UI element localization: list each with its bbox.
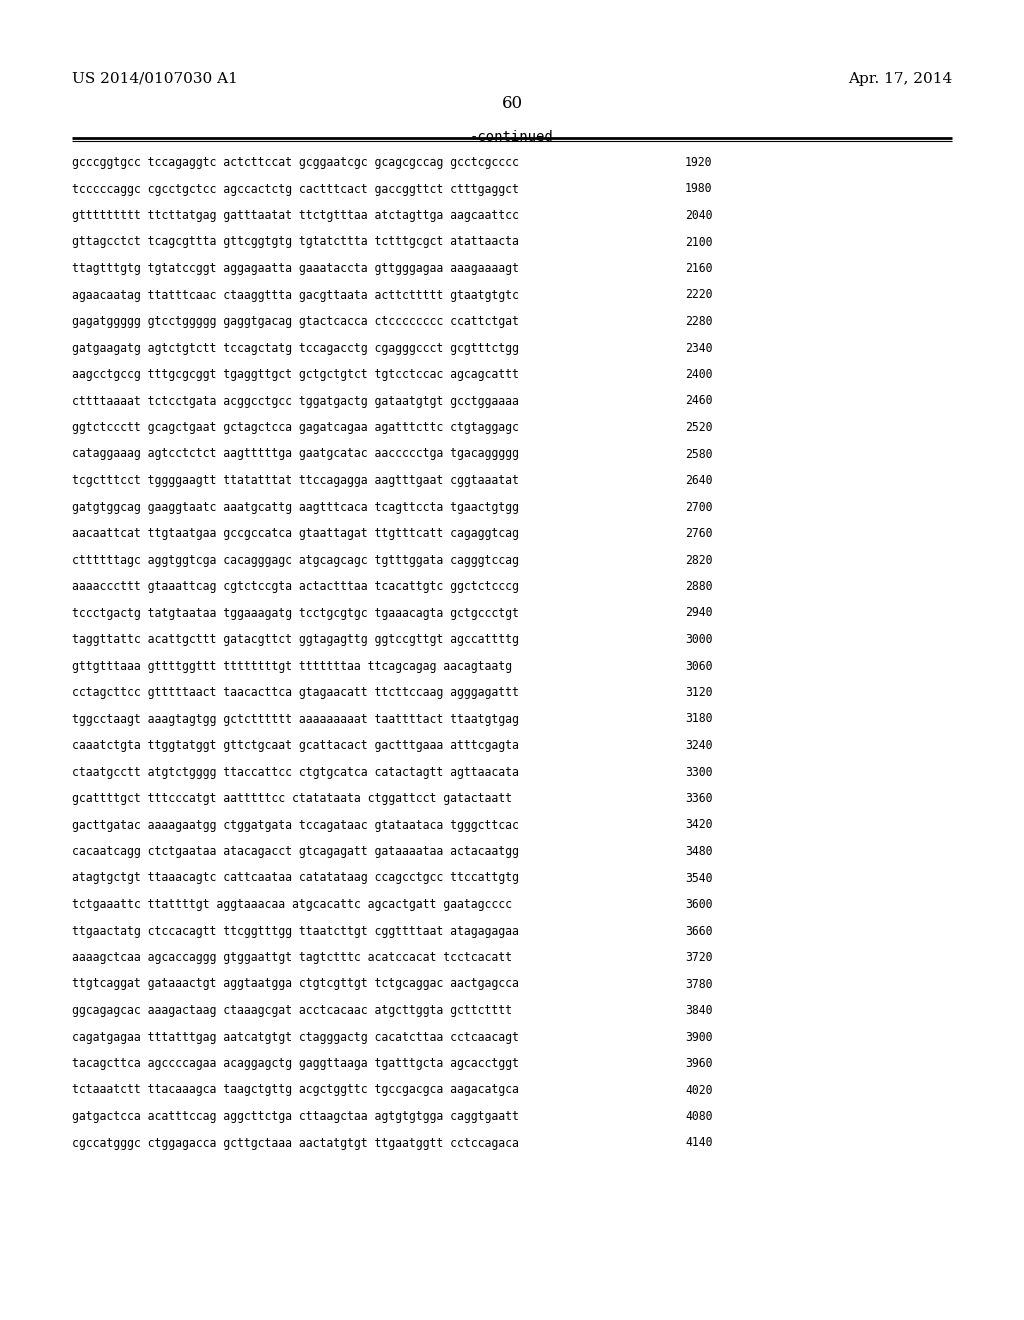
Text: 3900: 3900 [685,1031,713,1044]
Text: 4140: 4140 [685,1137,713,1150]
Text: aagcctgccg tttgcgcggt tgaggttgct gctgctgtct tgtcctccac agcagcattt: aagcctgccg tttgcgcggt tgaggttgct gctgctg… [72,368,519,381]
Text: aaaagctcaa agcaccaggg gtggaattgt tagtctttc acatccacat tcctcacatt: aaaagctcaa agcaccaggg gtggaattgt tagtctt… [72,950,512,964]
Text: gatgtggcag gaaggtaatc aaatgcattg aagtttcaca tcagttccta tgaactgtgg: gatgtggcag gaaggtaatc aaatgcattg aagtttc… [72,500,519,513]
Text: ttgaactatg ctccacagtt ttcggtttgg ttaatcttgt cggttttaat atagagagaa: ttgaactatg ctccacagtt ttcggtttgg ttaatct… [72,924,519,937]
Text: gttagcctct tcagcgttta gttcggtgtg tgtatcttta tctttgcgct atattaacta: gttagcctct tcagcgttta gttcggtgtg tgtatct… [72,235,519,248]
Text: tcgctttcct tggggaagtt ttatatttat ttccagagga aagtttgaat cggtaaatat: tcgctttcct tggggaagtt ttatatttat ttccaga… [72,474,519,487]
Text: 2580: 2580 [685,447,713,461]
Text: ctaatgcctt atgtctgggg ttaccattcc ctgtgcatca catactagtt agttaacata: ctaatgcctt atgtctgggg ttaccattcc ctgtgca… [72,766,519,779]
Text: 3960: 3960 [685,1057,713,1071]
Text: 3120: 3120 [685,686,713,700]
Text: tggcctaagt aaagtagtgg gctctttttt aaaaaaaaat taattttact ttaatgtgag: tggcctaagt aaagtagtgg gctctttttt aaaaaaa… [72,713,519,726]
Text: ggtctccctt gcagctgaat gctagctcca gagatcagaa agatttcttc ctgtaggagc: ggtctccctt gcagctgaat gctagctcca gagatca… [72,421,519,434]
Text: ttagtttgtg tgtatccggt aggagaatta gaaataccta gttgggagaa aaagaaaagt: ttagtttgtg tgtatccggt aggagaatta gaaatac… [72,261,519,275]
Text: 2460: 2460 [685,395,713,408]
Text: caaatctgta ttggtatggt gttctgcaat gcattacact gactttgaaa atttcgagta: caaatctgta ttggtatggt gttctgcaat gcattac… [72,739,519,752]
Text: 3780: 3780 [685,978,713,990]
Text: tacagcttca agccccagaa acaggagctg gaggttaaga tgatttgcta agcacctggt: tacagcttca agccccagaa acaggagctg gaggtta… [72,1057,519,1071]
Text: gacttgatac aaaagaatgg ctggatgata tccagataac gtataataca tgggcttcac: gacttgatac aaaagaatgg ctggatgata tccagat… [72,818,519,832]
Text: 3840: 3840 [685,1005,713,1016]
Text: 2280: 2280 [685,315,713,327]
Text: tcccccaggc cgcctgctcc agccactctg cactttcact gaccggttct ctttgaggct: tcccccaggc cgcctgctcc agccactctg cactttc… [72,182,519,195]
Text: gcccggtgcc tccagaggtc actcttccat gcggaatcgc gcagcgccag gcctcgcccc: gcccggtgcc tccagaggtc actcttccat gcggaat… [72,156,519,169]
Text: cttttaaaat tctcctgata acggcctgcc tggatgactg gataatgtgt gcctggaaaa: cttttaaaat tctcctgata acggcctgcc tggatga… [72,395,519,408]
Text: 3300: 3300 [685,766,713,779]
Text: 2100: 2100 [685,235,713,248]
Text: cataggaaag agtcctctct aagtttttga gaatgcatac aaccccctga tgacaggggg: cataggaaag agtcctctct aagtttttga gaatgca… [72,447,519,461]
Text: 3060: 3060 [685,660,713,672]
Text: 3720: 3720 [685,950,713,964]
Text: 2820: 2820 [685,553,713,566]
Text: gatgaagatg agtctgtctt tccagctatg tccagacctg cgagggccct gcgtttctgg: gatgaagatg agtctgtctt tccagctatg tccagac… [72,342,519,355]
Text: aaaacccttt gtaaattcag cgtctccgta actactttaa tcacattgtc ggctctcccg: aaaacccttt gtaaattcag cgtctccgta actactt… [72,579,519,593]
Text: 2040: 2040 [685,209,713,222]
Text: 2940: 2940 [685,606,713,619]
Text: gatgactcca acatttccag aggcttctga cttaagctaa agtgtgtgga caggtgaatt: gatgactcca acatttccag aggcttctga cttaagc… [72,1110,519,1123]
Text: -continued: -continued [470,129,554,144]
Text: 2640: 2640 [685,474,713,487]
Text: tctaaatctt ttacaaagca taagctgttg acgctggttc tgccgacgca aagacatgca: tctaaatctt ttacaaagca taagctgttg acgctgg… [72,1084,519,1097]
Text: 2400: 2400 [685,368,713,381]
Text: 3360: 3360 [685,792,713,805]
Text: ttgtcaggat gataaactgt aggtaatgga ctgtcgttgt tctgcaggac aactgagcca: ttgtcaggat gataaactgt aggtaatgga ctgtcgt… [72,978,519,990]
Text: cacaatcagg ctctgaataa atacagacct gtcagagatt gataaaataa actacaatgg: cacaatcagg ctctgaataa atacagacct gtcagag… [72,845,519,858]
Text: 1980: 1980 [685,182,713,195]
Text: 2220: 2220 [685,289,713,301]
Text: taggttattc acattgcttt gatacgttct ggtagagttg ggtccgttgt agccattttg: taggttattc acattgcttt gatacgttct ggtagag… [72,634,519,645]
Text: 3660: 3660 [685,924,713,937]
Text: tccctgactg tatgtaataa tggaaagatg tcctgcgtgc tgaaacagta gctgccctgt: tccctgactg tatgtaataa tggaaagatg tcctgcg… [72,606,519,619]
Text: cgccatgggc ctggagacca gcttgctaaa aactatgtgt ttgaatggtt cctccagaca: cgccatgggc ctggagacca gcttgctaaa aactatg… [72,1137,519,1150]
Text: aacaattcat ttgtaatgaa gccgccatca gtaattagat ttgtttcatt cagaggtcag: aacaattcat ttgtaatgaa gccgccatca gtaatta… [72,527,519,540]
Text: gagatggggg gtcctggggg gaggtgacag gtactcacca ctcccccccc ccattctgat: gagatggggg gtcctggggg gaggtgacag gtactca… [72,315,519,327]
Text: cagatgagaa tttatttgag aatcatgtgt ctagggactg cacatcttaa cctcaacagt: cagatgagaa tttatttgag aatcatgtgt ctaggga… [72,1031,519,1044]
Text: cttttttagc aggtggtcga cacagggagc atgcagcagc tgtttggata cagggtccag: cttttttagc aggtggtcga cacagggagc atgcagc… [72,553,519,566]
Text: 2700: 2700 [685,500,713,513]
Text: 2340: 2340 [685,342,713,355]
Text: cctagcttcc gtttttaact taacacttca gtagaacatt ttcttccaag agggagattt: cctagcttcc gtttttaact taacacttca gtagaac… [72,686,519,700]
Text: 3480: 3480 [685,845,713,858]
Text: 3420: 3420 [685,818,713,832]
Text: agaacaatag ttatttcaac ctaaggttta gacgttaata acttcttttt gtaatgtgtc: agaacaatag ttatttcaac ctaaggttta gacgtta… [72,289,519,301]
Text: ggcagagcac aaagactaag ctaaagcgat acctcacaac atgcttggta gcttctttt: ggcagagcac aaagactaag ctaaagcgat acctcac… [72,1005,512,1016]
Text: 2760: 2760 [685,527,713,540]
Text: Apr. 17, 2014: Apr. 17, 2014 [848,73,952,86]
Text: 1920: 1920 [685,156,713,169]
Text: 4020: 4020 [685,1084,713,1097]
Text: gttttttttt ttcttatgag gatttaatat ttctgtttaa atctagttga aagcaattcc: gttttttttt ttcttatgag gatttaatat ttctgtt… [72,209,519,222]
Text: gcattttgct tttcccatgt aatttttcc ctatataata ctggattcct gatactaatt: gcattttgct tttcccatgt aatttttcc ctatataa… [72,792,512,805]
Text: 3540: 3540 [685,871,713,884]
Text: 60: 60 [502,95,522,112]
Text: gttgtttaaa gttttggttt ttttttttgt tttttttaa ttcagcagag aacagtaatg: gttgtttaaa gttttggttt ttttttttgt ttttttt… [72,660,512,672]
Text: 3180: 3180 [685,713,713,726]
Text: 4080: 4080 [685,1110,713,1123]
Text: 2160: 2160 [685,261,713,275]
Text: 2880: 2880 [685,579,713,593]
Text: atagtgctgt ttaaacagtc cattcaataa catatataag ccagcctgcc ttccattgtg: atagtgctgt ttaaacagtc cattcaataa catatat… [72,871,519,884]
Text: tctgaaattc ttattttgt aggtaaacaa atgcacattc agcactgatt gaatagcccc: tctgaaattc ttattttgt aggtaaacaa atgcacat… [72,898,512,911]
Text: 3600: 3600 [685,898,713,911]
Text: US 2014/0107030 A1: US 2014/0107030 A1 [72,73,238,86]
Text: 3240: 3240 [685,739,713,752]
Text: 3000: 3000 [685,634,713,645]
Text: 2520: 2520 [685,421,713,434]
